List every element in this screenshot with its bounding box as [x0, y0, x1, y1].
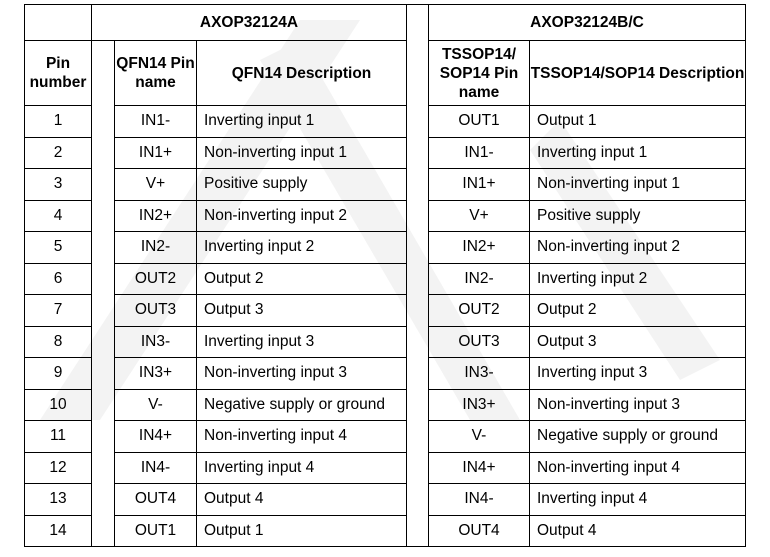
- qfn-pin-name-cell: IN4-: [114, 451, 197, 484]
- pin-number-cell: 5: [24, 231, 92, 264]
- tssop-pin-name-cell: IN2-: [428, 262, 530, 295]
- pin-configuration-table: AXOP32124A AXOP32124B/C Pin number QFN14…: [24, 4, 747, 547]
- table-row: 12 IN4- Inverting input 4 IN4+ Non-inverting…: [24, 451, 747, 484]
- table-row: 11 IN4+ Non-inverting input 4 V- Negative su…: [24, 420, 747, 453]
- table-row: 14 OUT1 Output 1 OUT4 Output 4: [24, 514, 747, 547]
- qfn-pin-name-cell: V+: [114, 168, 197, 201]
- tssop-description-cell: Inverting input 4: [528, 483, 747, 516]
- qfn-description-cell: Output 3: [196, 294, 407, 327]
- tssop-description-cell: Output 1: [528, 105, 747, 138]
- tssop-pin-name-cell: IN4-: [428, 483, 530, 516]
- qfn-description-header: QFN14 Description: [196, 40, 407, 106]
- qfn-description-cell: Inverting input 4: [196, 451, 407, 484]
- pin-number-cell: 10: [24, 388, 92, 421]
- tssop-description-cell: Non-inverting input 4: [528, 451, 747, 484]
- tssop-pin-name-cell: OUT2: [428, 294, 530, 327]
- qfn-description-cell: Non-inverting input 1: [196, 136, 407, 169]
- qfn-description-cell: Non-inverting input 4: [196, 420, 407, 453]
- tssop-pin-name-cell: IN1-: [428, 136, 530, 169]
- table-row: 4 IN2+ Non-inverting input 2 V+ Positive sup…: [24, 199, 747, 232]
- qfn-pin-name-cell: IN3-: [114, 325, 197, 358]
- tssop-pin-name-cell: IN3+: [428, 388, 530, 421]
- table-row: 3 V+ Positive supply IN1+ Non-inverting inpu…: [24, 168, 747, 201]
- qfn-description-cell: Output 1: [196, 514, 407, 547]
- tssop-description-header: TSSOP14/SOP14 Description: [528, 40, 747, 106]
- table-row: 8 IN3- Inverting input 3 OUT3 Output 3: [24, 325, 747, 358]
- tssop-description-cell: Output 2: [528, 294, 747, 327]
- pin-number-header: Pin number: [24, 40, 92, 106]
- qfn-pin-name-header: QFN14 Pin name: [114, 40, 197, 106]
- table-row: 2 IN1+ Non-inverting input 1 IN1- Inverting …: [24, 136, 747, 169]
- tssop-description-cell: Positive supply: [528, 199, 747, 232]
- column-gap: [406, 4, 429, 547]
- qfn-description-cell: Inverting input 1: [196, 105, 407, 138]
- tssop-description-cell: Negative supply or ground: [528, 420, 747, 453]
- qfn-description-cell: Non-inverting input 2: [196, 199, 407, 232]
- tssop-pin-name-cell: OUT1: [428, 105, 530, 138]
- tssop-description-cell: Inverting input 2: [528, 262, 747, 295]
- pin-number-cell: 1: [24, 105, 92, 138]
- qfn-pin-name-cell: OUT2: [114, 262, 197, 295]
- variant-a-header: AXOP32124A: [91, 4, 407, 41]
- table-row: 13 OUT4 Output 4 IN4- Inverting input 4: [24, 483, 747, 516]
- qfn-pin-name-cell: IN1+: [114, 136, 197, 169]
- tssop-description-cell: Non-inverting input 3: [528, 388, 747, 421]
- pin-number-cell: 14: [24, 514, 92, 547]
- table-row: 9 IN3+ Non-inverting input 3 IN3- Inverting …: [24, 357, 747, 390]
- pin-number-cell: 4: [24, 199, 92, 232]
- tssop-description-cell: Inverting input 3: [528, 357, 747, 390]
- tssop-pin-name-cell: V+: [428, 199, 530, 232]
- qfn-pin-name-cell: OUT4: [114, 483, 197, 516]
- table-row: 1 IN1- Inverting input 1 OUT1 Output 1: [24, 105, 747, 138]
- tssop-description-cell: Non-inverting input 1: [528, 168, 747, 201]
- tssop-pin-name-cell: IN4+: [428, 451, 530, 484]
- tssop-pin-name-cell: IN2+: [428, 231, 530, 264]
- qfn-pin-name-cell: OUT1: [114, 514, 197, 547]
- tssop-description-cell: Non-inverting input 2: [528, 231, 747, 264]
- tssop-pin-name-cell: V-: [428, 420, 530, 453]
- pin-number-cell: 7: [24, 294, 92, 327]
- tssop-pin-name-header: TSSOP14/ SOP14 Pin name: [428, 40, 530, 106]
- pin-number-cell: 2: [24, 136, 92, 169]
- qfn-pin-name-cell: IN2+: [114, 199, 197, 232]
- tssop-pin-name-cell: IN1+: [428, 168, 530, 201]
- table-row: 10 V- Negative supply or ground IN3+ Non-inv…: [24, 388, 747, 421]
- qfn-pin-name-cell: IN1-: [114, 105, 197, 138]
- table-row: 5 IN2- Inverting input 2 IN2+ Non-inverting …: [24, 231, 747, 264]
- tssop-pin-name-cell: IN3-: [428, 357, 530, 390]
- tssop-description-cell: Output 3: [528, 325, 747, 358]
- pin-number-cell: 12: [24, 451, 92, 484]
- tssop-pin-name-cell: OUT3: [428, 325, 530, 358]
- tssop-description-cell: Output 4: [528, 514, 747, 547]
- qfn-pin-name-cell: OUT3: [114, 294, 197, 327]
- qfn-description-cell: Output 4: [196, 483, 407, 516]
- tssop-description-cell: Inverting input 1: [528, 136, 747, 169]
- qfn-description-cell: Negative supply or ground: [196, 388, 407, 421]
- pin-number-cell: 9: [24, 357, 92, 390]
- pin-number-cell: 13: [24, 483, 92, 516]
- qfn-description-cell: Inverting input 2: [196, 231, 407, 264]
- table-row: 7 OUT3 Output 3 OUT2 Output 2: [24, 294, 747, 327]
- qfn-description-cell: Output 2: [196, 262, 407, 295]
- column-gap: [91, 40, 115, 547]
- tssop-pin-name-cell: OUT4: [428, 514, 530, 547]
- pin-number-cell: 3: [24, 168, 92, 201]
- pin-number-cell: 11: [24, 420, 92, 453]
- qfn-description-cell: Positive supply: [196, 168, 407, 201]
- qfn-pin-name-cell: V-: [114, 388, 197, 421]
- qfn-description-cell: Inverting input 3: [196, 325, 407, 358]
- table-row: 6 OUT2 Output 2 IN2- Inverting input 2: [24, 262, 747, 295]
- blank-corner-cell: [24, 4, 92, 41]
- qfn-description-cell: Non-inverting input 3: [196, 357, 407, 390]
- qfn-pin-name-cell: IN2-: [114, 231, 197, 264]
- pin-number-cell: 8: [24, 325, 92, 358]
- qfn-pin-name-cell: IN4+: [114, 420, 197, 453]
- pin-number-cell: 6: [24, 262, 92, 295]
- qfn-pin-name-cell: IN3+: [114, 357, 197, 390]
- variant-bc-header: AXOP32124B/C: [427, 4, 747, 41]
